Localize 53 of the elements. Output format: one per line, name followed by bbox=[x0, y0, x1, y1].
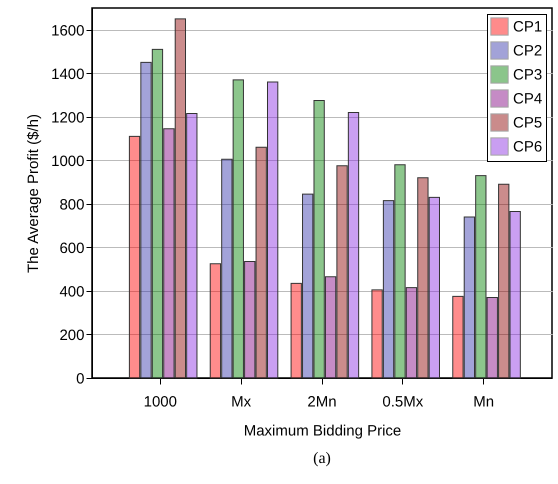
y-tick-label: 0 bbox=[76, 370, 84, 388]
legend-label: CP3 bbox=[513, 66, 542, 84]
bar bbox=[186, 113, 198, 378]
bar bbox=[486, 296, 498, 378]
x-tick-label: Mx bbox=[231, 394, 252, 410]
bar bbox=[428, 196, 440, 378]
legend-label: CP6 bbox=[513, 138, 542, 156]
bar bbox=[336, 165, 348, 378]
y-tick-label: 1400 bbox=[51, 66, 84, 83]
bar bbox=[232, 79, 244, 378]
legend-label: CP4 bbox=[513, 90, 542, 108]
bar bbox=[140, 62, 152, 378]
y-tick-label: 1600 bbox=[51, 22, 84, 40]
x-tick-label: 0.5Mx bbox=[382, 394, 424, 410]
x-axis-title: Maximum Bidding Price bbox=[244, 422, 402, 440]
bar bbox=[290, 282, 302, 378]
legend-label: CP2 bbox=[513, 42, 542, 60]
x-tick-label: Mn bbox=[473, 394, 494, 410]
bar bbox=[382, 200, 394, 378]
bar bbox=[267, 82, 278, 378]
bar bbox=[313, 100, 325, 378]
bar bbox=[163, 128, 175, 378]
bar bbox=[324, 276, 336, 378]
y-tick-label: 1200 bbox=[51, 109, 84, 126]
bar bbox=[174, 18, 186, 378]
bar bbox=[256, 146, 267, 378]
bar bbox=[498, 184, 510, 378]
bar bbox=[371, 289, 383, 378]
bar bbox=[417, 177, 429, 378]
text: (a) bbox=[313, 450, 331, 467]
bar bbox=[244, 261, 256, 378]
bar bbox=[406, 287, 418, 378]
legend-label: CP5 bbox=[513, 114, 542, 132]
bar bbox=[128, 136, 140, 378]
bar bbox=[510, 211, 521, 378]
bar bbox=[452, 296, 464, 378]
y-tick-label: 1000 bbox=[51, 152, 84, 170]
y-tick-label: 200 bbox=[59, 326, 84, 344]
bar bbox=[221, 158, 232, 378]
bar bbox=[475, 175, 486, 378]
x-tick-label: 2Mn bbox=[307, 394, 337, 410]
bar bbox=[302, 194, 314, 378]
y-tick-label: 600 bbox=[59, 240, 84, 257]
bar bbox=[348, 112, 360, 378]
y-tick-label: 400 bbox=[59, 283, 84, 300]
bar bbox=[210, 263, 222, 378]
bar bbox=[464, 216, 476, 378]
legend-label: CP1 bbox=[513, 18, 542, 36]
x-tick-label: 1000 bbox=[144, 394, 177, 410]
bar bbox=[394, 164, 406, 378]
y-tick-label: 800 bbox=[59, 196, 84, 214]
y-axis-title: The Average Profit ($/h) bbox=[25, 114, 42, 273]
bar bbox=[152, 48, 164, 378]
